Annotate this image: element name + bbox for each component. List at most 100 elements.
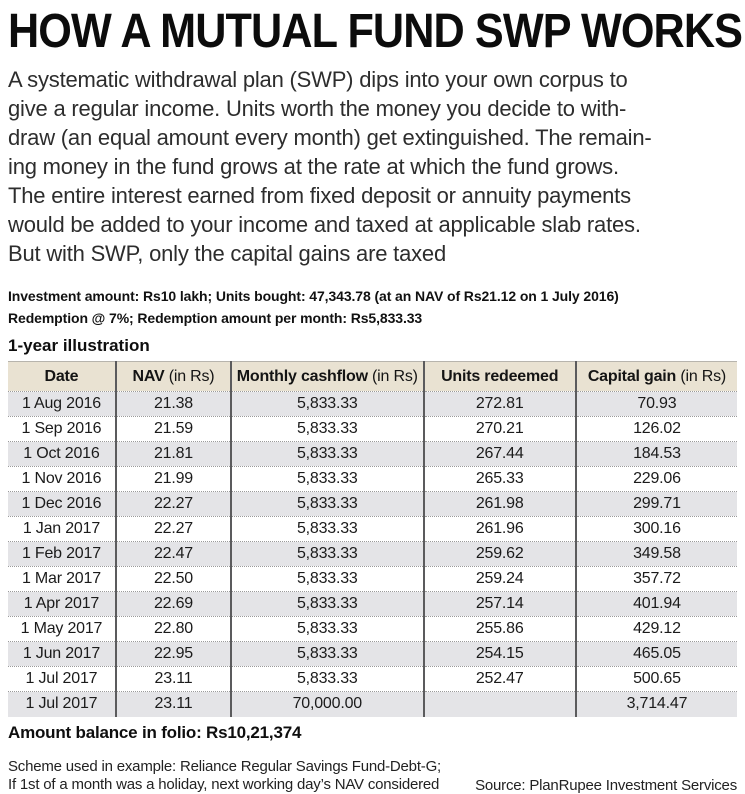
table-cell: 252.47 — [422, 666, 576, 692]
table-cell: 349.58 — [574, 541, 737, 567]
table-cell: 267.44 — [422, 441, 576, 467]
table-cell: 1 May 2017 — [20, 620, 103, 637]
table-cell: 261.96 — [422, 516, 576, 542]
swp-illustration-table: Date NAV (in Rs) Monthly cashflow (in Rs) U… — [8, 361, 737, 717]
column-header: Monthly cashflow (in Rs) — [230, 361, 424, 392]
table-cell: 5,833.33 — [230, 416, 424, 442]
table-cell: 184.53 — [574, 441, 737, 467]
table-cell: 255.86 — [422, 616, 576, 642]
table-cell: 5,833.33 — [230, 666, 424, 692]
table-cell: 357.72 — [574, 566, 737, 592]
intro-line: The entire interest earned from fixed de… — [8, 183, 631, 208]
table-cell: 1 Jul 2017 — [25, 695, 98, 713]
table-cell: 21.81 — [114, 441, 232, 467]
intro-line: ing money in the fund grows at the rate … — [8, 154, 619, 179]
table-cell: 22.47 — [114, 541, 232, 567]
table-row: 1 Feb 2017 22.47 5,833.33 259.62 349.58 — [8, 541, 737, 567]
column-header: Capital gain (in Rs) — [574, 361, 737, 392]
table-row: 1 Aug 2016 21.38 5,833.33 272.81 70.93 — [8, 391, 737, 417]
table-row: 1 Mar 2017 22.50 5,833.33 259.24 357.72 — [8, 566, 737, 592]
table-cell: 5,833.33 — [230, 591, 424, 617]
table-row: 1 Nov 2016 21.99 5,833.33 265.33 229.06 — [8, 466, 737, 492]
table-cell: 126.02 — [574, 416, 737, 442]
scheme-notes: Scheme used in example: Reliance Regular… — [8, 758, 441, 794]
table-row: 1 Sep 2016 21.59 5,833.33 270.21 126.02 — [8, 416, 737, 442]
table-cell: 229.06 — [574, 466, 737, 492]
redemption-line: Redemption @ 7%; Redemption amount per m… — [8, 310, 423, 326]
source-credit: Source: PlanRupee Investment Services — [475, 776, 737, 794]
table-row: 1 Jul 2017 23.11 5,833.33 252.47 500.65 — [8, 666, 737, 692]
table-row: 1 May 2017 22.80 5,833.33 255.86 429.12 — [8, 616, 737, 642]
investment-amount-line: Investment amount: Rs10 lakh; Units boug… — [8, 288, 619, 304]
table-cell: 21.38 — [114, 391, 232, 417]
column-header: NAV (in Rs) — [114, 361, 232, 392]
table-cell: 270.21 — [422, 416, 576, 442]
intro-line: give a regular income. Units worth the m… — [8, 96, 627, 121]
table-cell: 5,833.33 — [230, 616, 424, 642]
table-cell: 22.80 — [114, 616, 232, 642]
table-cell: 261.98 — [422, 491, 576, 517]
table-cell: 1 Dec 2016 — [21, 495, 102, 512]
table-cell: 5,833.33 — [230, 441, 424, 467]
table-cell: 21.99 — [114, 466, 232, 492]
table-caption: 1-year illustration — [8, 336, 150, 355]
table-cell: 22.27 — [114, 516, 232, 542]
table-row: 1 Jan 2017 22.27 5,833.33 261.96 300.16 — [8, 516, 737, 542]
intro-paragraph: A systematic withdrawal plan (SWP) dips … — [8, 65, 737, 268]
table-cell: 70.93 — [574, 391, 737, 417]
table-cell: 22.50 — [114, 566, 232, 592]
table-cell: 1 Sep 2016 — [21, 420, 102, 437]
table-cell: 5,833.33 — [230, 491, 424, 517]
table-cell: 265.33 — [422, 466, 576, 492]
table-cell: 5,833.33 — [230, 466, 424, 492]
table-cell: 1 Jan 2017 — [22, 520, 101, 537]
table-cell: 1 Aug 2016 — [21, 395, 101, 412]
intro-line: A systematic withdrawal plan (SWP) dips … — [8, 67, 628, 92]
table-cell: 3,714.47 — [574, 691, 737, 717]
table-cell: 1 Oct 2016 — [23, 445, 100, 462]
table-cell: 5,833.33 — [230, 516, 424, 542]
table-cell: 272.81 — [422, 391, 576, 417]
table-cell: 21.59 — [114, 416, 232, 442]
table-cell: 401.94 — [574, 591, 737, 617]
investment-params: Investment amount: Rs10 lakh; Units boug… — [8, 285, 737, 329]
table-cell: 5,833.33 — [230, 566, 424, 592]
table-cell: 5,833.33 — [230, 641, 424, 667]
table-row: 1 Jun 2017 22.95 5,833.33 254.15 465.05 — [8, 641, 737, 667]
table-row: 1 Dec 2016 22.27 5,833.33 261.98 299.71 — [8, 491, 737, 517]
intro-line: draw (an equal amount every month) get e… — [8, 125, 652, 150]
table-cell: 23.11 — [114, 691, 232, 717]
table-cell: 1 Nov 2016 — [21, 470, 102, 487]
table-cell: 259.62 — [422, 541, 576, 567]
table-cell: 23.11 — [114, 666, 232, 692]
table-cell: 22.69 — [114, 591, 232, 617]
table-cell: 259.24 — [422, 566, 576, 592]
holiday-note-line: If 1st of a month was a holiday, next wo… — [8, 775, 440, 793]
intro-line: But with SWP, only the capital gains are… — [8, 241, 446, 266]
table-cell: 257.14 — [422, 591, 576, 617]
table-cell: 1 Jun 2017 — [22, 645, 101, 662]
table-cell — [422, 691, 576, 717]
scheme-note-line: Scheme used in example: Reliance Regular… — [8, 757, 442, 775]
table-row: 1 Apr 2017 22.69 5,833.33 257.14 401.94 — [8, 591, 737, 617]
table-cell: 5,833.33 — [230, 391, 424, 417]
table-cell: 465.05 — [574, 641, 737, 667]
table-cell: 1 Jul 2017 — [25, 670, 98, 687]
table-row: 1 Jul 2017 23.11 70,000.00 3,714.47 — [8, 691, 737, 717]
swp-table-body: 1 Aug 2016 21.38 5,833.33 272.81 70.93 1 Sep … — [8, 391, 737, 717]
column-header: Units redeemed — [422, 361, 576, 392]
table-cell: 1 Apr 2017 — [23, 595, 100, 612]
table-cell: 1 Mar 2017 — [21, 570, 101, 587]
table-cell: 70,000.00 — [230, 691, 424, 717]
column-header: Date — [8, 361, 116, 392]
intro-line: would be added to your income and taxed … — [8, 212, 641, 237]
table-cell: 429.12 — [574, 616, 737, 642]
footer: Scheme used in example: Reliance Regular… — [8, 758, 737, 794]
page-title: HOW A MUTUAL FUND SWP WORKS — [8, 5, 743, 58]
folio-balance: Amount balance in folio: Rs10,21,374 — [8, 722, 302, 742]
table-cell: 22.27 — [114, 491, 232, 517]
table-cell: 254.15 — [422, 641, 576, 667]
table-cell: 1 Feb 2017 — [21, 545, 101, 562]
table-cell: 500.65 — [574, 666, 737, 692]
